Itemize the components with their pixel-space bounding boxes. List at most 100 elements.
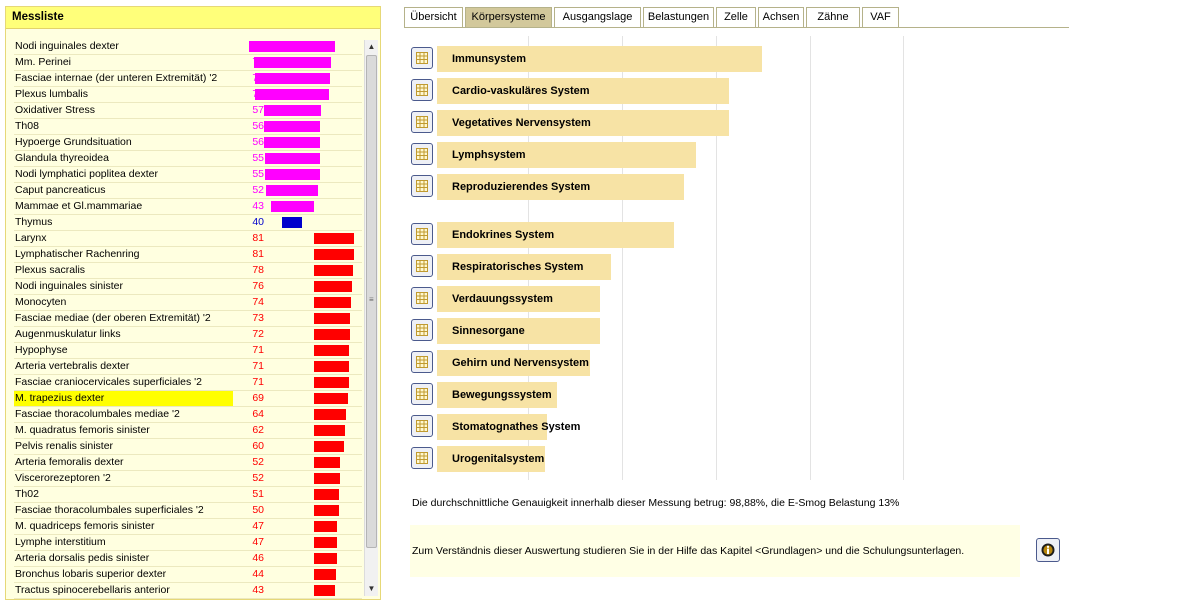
value-bar [314,457,340,468]
tab-vaf[interactable]: VAF [862,7,899,27]
value-bar [314,489,339,500]
list-item-value: 71 [252,344,264,356]
system-label: Endokrines System [452,229,555,241]
system-detail-button[interactable] [411,351,433,373]
info-button[interactable] [1036,538,1060,562]
list-item[interactable]: Lymphe interstitium 47 [14,535,362,551]
list-item-value: 76 [252,280,264,292]
list-item[interactable]: Fasciae thoracolumbales superficiales '2… [14,503,362,519]
list-item[interactable]: Thymus 40 [14,215,362,231]
value-bar [314,585,335,596]
list-item-value: 43 [252,584,264,596]
tab-achsen[interactable]: Achsen [758,7,804,27]
list-item[interactable]: Fasciae craniocervicales superficiales '… [14,375,362,391]
tab-belastungen[interactable]: Belastungen [643,7,714,27]
value-bar [264,137,320,148]
list-item[interactable]: Nodi lymphatici poplitea dexter 55 [14,167,362,183]
arrow-down-icon[interactable]: ▼ [367,584,376,593]
system-detail-button[interactable] [411,319,433,341]
list-item-value: 81 [252,232,264,244]
list-item-value: 71 [252,376,264,388]
list-item-name: Fasciae internae (der unteren Extremität… [15,72,218,84]
table-icon [416,388,428,400]
list-item[interactable]: Lymphatischer Rachenring 81 [14,247,362,263]
table-icon [416,292,428,304]
system-detail-button[interactable] [411,223,433,245]
tab-körpersysteme[interactable]: Körpersysteme [465,7,552,27]
system-detail-button[interactable] [411,111,433,133]
list-item[interactable]: Fasciae mediae (der oberen Extremität) '… [14,311,362,327]
list-item[interactable]: Viscerorezeptoren '2 52 [14,471,362,487]
system-bar [437,446,545,472]
list-item-value: 72 [252,328,264,340]
list-item[interactable]: Th02 51 [14,487,362,503]
system-detail-button[interactable] [411,383,433,405]
list-item-value: 43 [252,200,264,212]
list-item[interactable]: Caput pancreaticus 52 [14,183,362,199]
list-item[interactable]: M. quadratus femoris sinister 62 [14,423,362,439]
list-item[interactable]: Mm. Perinei77 [14,55,362,71]
table-icon [416,324,428,336]
system-row: Urogenitalsystem [404,446,924,472]
table-icon [416,180,428,192]
list-item[interactable]: Glandula thyreoidea 55 [14,151,362,167]
system-detail-button[interactable] [411,447,433,469]
list-item[interactable]: Plexus lumbalis74 [14,87,362,103]
list-item[interactable]: Monocyten 74 [14,295,362,311]
system-detail-button[interactable] [411,143,433,165]
system-row: Gehirn und Nervensystem [404,350,924,376]
list-item[interactable]: Plexus sacralis 78 [14,263,362,279]
list-item-value: 62 [252,424,264,436]
value-bar [270,201,314,212]
list-item[interactable]: Hypophyse 71 [14,343,362,359]
tab-zähne[interactable]: Zähne [806,7,860,27]
system-detail-button[interactable] [411,47,433,69]
list-item[interactable]: Pelvis renalis sinister 60 [14,439,362,455]
system-label: Gehirn und Nervensystem [452,357,589,369]
list-item-value: 55 [252,168,264,180]
list-item-value: 60 [252,440,264,452]
list-item-value: 47 [252,520,264,532]
scrollbar-thumb[interactable]: ≡ [366,55,377,548]
body-systems-chart: Immunsystem Cardio-vaskuläres System Veget… [404,36,924,482]
messliste-scrollbar[interactable]: ▲ ≡ ▼ [364,40,378,596]
list-item-name: Oxidativer Stress [15,104,95,116]
messliste-panel: Messliste Nodi inguinales dexter86Mm. Pe… [5,6,381,600]
system-detail-button[interactable] [411,79,433,101]
tab-ausgangslage[interactable]: Ausgangslage [554,7,641,27]
list-item[interactable]: Larynx 81 [14,231,362,247]
list-item[interactable]: Oxidativer Stress 57 [14,103,362,119]
list-item[interactable]: Th08 56 [14,119,362,135]
list-item-value: 46 [252,552,264,564]
system-label: Bewegungssystem [452,389,552,401]
list-item[interactable]: Mammae et Gl.mammariae 43 [14,199,362,215]
list-item[interactable]: Tractus spinocerebellaris anterior 43 [14,583,362,599]
table-icon [416,84,428,96]
system-detail-button[interactable] [411,255,433,277]
list-item-name: Arteria vertebralis dexter [15,360,130,372]
tab-zelle[interactable]: Zelle [716,7,756,27]
system-detail-button[interactable] [411,415,433,437]
tab-übersicht[interactable]: Übersicht [404,7,463,27]
list-item[interactable]: Augenmuskulatur links 72 [14,327,362,343]
list-item-value: 57 [252,104,264,116]
list-item[interactable]: Arteria femoralis dexter 52 [14,455,362,471]
list-item[interactable]: Bronchus lobaris superior dexter 44 [14,567,362,583]
list-item-name: Larynx [15,232,47,244]
system-label: Verdauungssystem [452,293,553,305]
list-item[interactable]: Arteria dorsalis pedis sinister 46 [14,551,362,567]
value-bar [314,505,339,516]
list-item[interactable]: Fasciae internae (der unteren Extremität… [14,71,362,87]
value-bar [314,393,348,404]
list-item[interactable]: Arteria vertebralis dexter 71 [14,359,362,375]
list-item[interactable]: M. quadriceps femoris sinister 47 [14,519,362,535]
system-detail-button[interactable] [411,175,433,197]
list-item[interactable]: M. trapezius dexter 69 [14,391,362,407]
system-bar [437,222,674,248]
list-item[interactable]: Hypoerge Grundsituation 56 [14,135,362,151]
list-item[interactable]: Nodi inguinales sinister 76 [14,279,362,295]
list-item[interactable]: Nodi inguinales dexter86 [14,39,362,55]
arrow-up-icon[interactable]: ▲ [367,42,376,51]
list-item[interactable]: Fasciae thoracolumbales mediae '2 64 [14,407,362,423]
system-detail-button[interactable] [411,287,433,309]
